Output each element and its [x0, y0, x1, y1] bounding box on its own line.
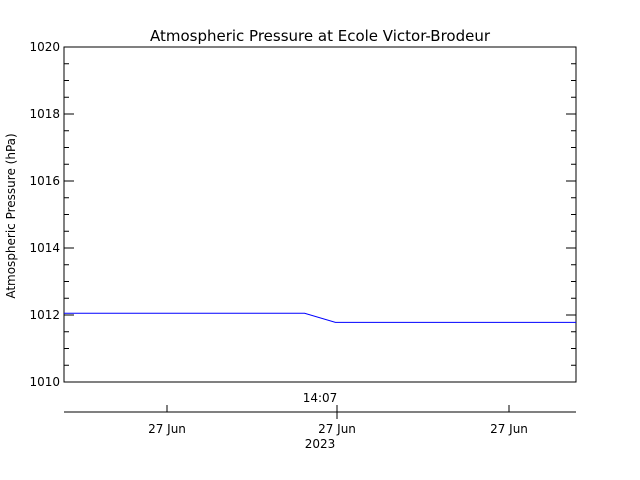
y-axis-ticks: 1010 1012 1014 1016 1018 1020 [29, 40, 576, 389]
y-tick-label: 1012 [29, 308, 60, 322]
series-line-0 [64, 312, 576, 323]
y-tick-label: 1020 [29, 40, 60, 54]
y-tick-label: 1016 [29, 174, 60, 188]
y-axis-label: Atmospheric Pressure (hPa) [4, 133, 18, 298]
x-hour-label: 14:07 [303, 391, 338, 405]
chart-title: Atmospheric Pressure at Ecole Victor-Bro… [150, 27, 491, 45]
y-tick-label: 1014 [29, 241, 60, 255]
series-group [64, 312, 576, 323]
y-tick-label: 1010 [29, 375, 60, 389]
x-date-label-2: 27 Jun [318, 422, 356, 436]
x-year-label: 2023 [305, 437, 336, 451]
x-date-label-3: 27 Jun [490, 422, 528, 436]
x-date-label-1: 27 Jun [148, 422, 186, 436]
y-tick-label: 1018 [29, 107, 60, 121]
